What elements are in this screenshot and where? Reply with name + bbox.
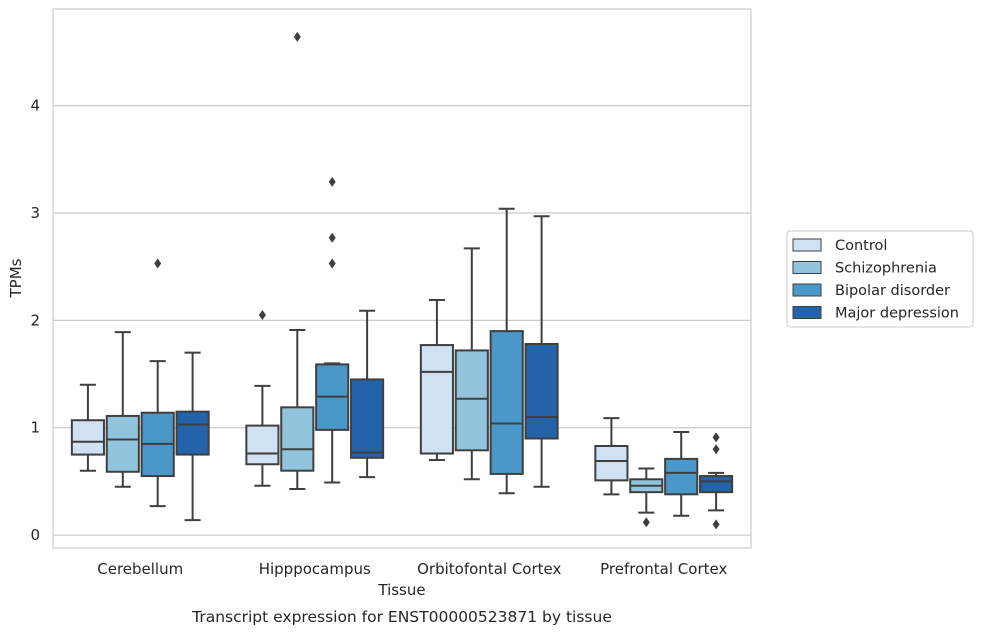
legend-label: Major depression	[835, 306, 959, 322]
outlier-point	[712, 519, 720, 530]
box	[70, 419, 105, 456]
x-tick-label: Orbitofontal Cortex	[417, 560, 561, 578]
box	[664, 457, 699, 496]
box-plot	[454, 247, 489, 481]
chart-caption: Transcript expression for ENST0000052387…	[191, 608, 612, 626]
box-plot	[524, 215, 559, 488]
box-plot	[140, 258, 175, 508]
box	[105, 414, 140, 473]
outlier-point	[712, 432, 720, 443]
box-plot	[419, 298, 454, 461]
box	[175, 410, 210, 456]
box	[594, 444, 629, 482]
outlier-point	[258, 310, 266, 321]
box	[245, 424, 280, 466]
box-plot	[629, 467, 664, 528]
outlier-point	[642, 517, 650, 528]
box-plot	[489, 207, 524, 495]
x-axis-label: Tissue	[377, 581, 425, 599]
outlier-point	[328, 232, 336, 243]
y-axis-label: TPMs	[7, 258, 25, 298]
box	[280, 406, 315, 472]
x-tick-label: Cerebellum	[97, 560, 183, 578]
y-tick-label: 1	[30, 419, 40, 437]
outlier-point	[328, 258, 336, 269]
y-tick-label: 4	[30, 97, 40, 115]
box	[454, 349, 489, 452]
box-plot	[594, 417, 629, 496]
x-tick-labels: Cerebellum Hipppocampus Orbitofontal Corte…	[97, 560, 727, 578]
legend-frame	[786, 230, 974, 328]
outlier-point	[328, 176, 336, 187]
box-plot	[175, 351, 210, 522]
legend-label: Bipolar disorder	[835, 283, 950, 299]
outlier-point	[712, 444, 720, 455]
legend-swatch	[792, 238, 822, 252]
y-tick-label: 3	[30, 204, 40, 222]
box-plot	[105, 331, 140, 488]
y-tick-label: 2	[30, 311, 40, 329]
box	[489, 330, 524, 475]
legend-label: Schizophrenia	[835, 261, 937, 277]
legend-swatch	[792, 306, 822, 319]
x-tick-label: Prefrontal Cortex	[600, 560, 727, 578]
box	[699, 475, 734, 494]
outlier-point	[293, 31, 301, 42]
box-plot	[699, 432, 734, 530]
legend-swatch	[792, 261, 822, 274]
plot-frame	[52, 8, 752, 549]
box-plot	[664, 431, 699, 517]
y-tick-label: 0	[30, 526, 40, 544]
legend-label: Control	[835, 238, 887, 254]
outlier-point	[154, 258, 162, 269]
box-plot	[70, 383, 105, 472]
legend-swatch	[792, 283, 822, 297]
x-tick-label: Hipppocampus	[259, 560, 371, 578]
box	[350, 378, 385, 459]
box-plot	[245, 310, 280, 487]
box-plot	[280, 31, 315, 490]
legend: Control Schizophrenia Bipolar disorder Majo…	[786, 230, 974, 328]
box	[524, 342, 559, 440]
plot-boxes	[70, 31, 734, 530]
box-plot	[315, 176, 350, 484]
box-plot	[350, 309, 385, 479]
box	[419, 344, 454, 455]
y-tick-labels: 0 1 2 3 4	[30, 97, 40, 544]
